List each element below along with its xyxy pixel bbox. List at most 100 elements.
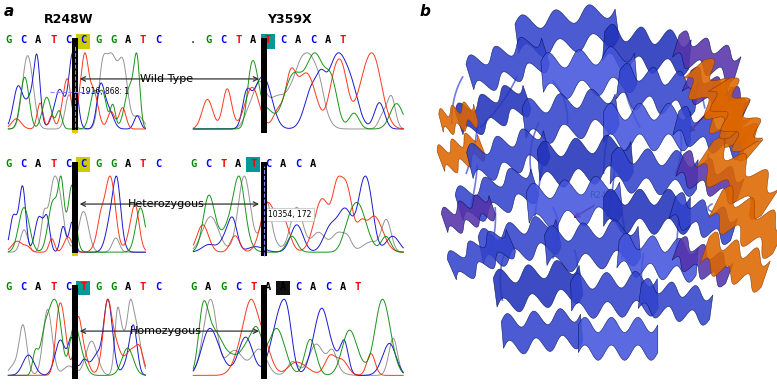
Text: C: C xyxy=(155,159,161,169)
Text: A: A xyxy=(310,282,316,292)
Text: T: T xyxy=(235,35,242,45)
Polygon shape xyxy=(676,151,744,204)
Polygon shape xyxy=(537,135,633,187)
Text: C: C xyxy=(235,282,242,292)
Text: A: A xyxy=(280,159,286,169)
Text: T: T xyxy=(140,282,146,292)
Text: A: A xyxy=(310,159,316,169)
Text: A: A xyxy=(35,159,41,169)
Text: Heterozygous: Heterozygous xyxy=(128,199,204,209)
Text: A: A xyxy=(125,159,131,169)
Text: C: C xyxy=(310,35,316,45)
Text: T: T xyxy=(140,35,146,45)
Text: Homozygous: Homozygous xyxy=(131,326,202,336)
Text: A: A xyxy=(250,35,256,45)
Text: C: C xyxy=(80,159,86,169)
Text: A: A xyxy=(265,282,271,292)
Bar xyxy=(72,285,78,379)
Polygon shape xyxy=(570,271,658,318)
Bar xyxy=(72,130,78,133)
Text: G: G xyxy=(110,159,117,169)
Polygon shape xyxy=(493,261,583,312)
Polygon shape xyxy=(441,195,496,233)
Bar xyxy=(246,157,260,172)
Text: A: A xyxy=(340,282,346,292)
Bar xyxy=(72,162,78,256)
Polygon shape xyxy=(700,232,770,292)
Text: G: G xyxy=(220,282,226,292)
Bar xyxy=(261,285,267,379)
Text: A: A xyxy=(35,282,41,292)
Text: 10354, 172: 10354, 172 xyxy=(268,211,312,219)
Polygon shape xyxy=(541,47,637,99)
Bar xyxy=(76,281,90,295)
Polygon shape xyxy=(672,31,741,83)
Text: a: a xyxy=(4,4,15,19)
Bar xyxy=(76,34,90,49)
Text: G: G xyxy=(95,35,101,45)
Bar xyxy=(72,253,78,256)
Text: C: C xyxy=(280,35,286,45)
Polygon shape xyxy=(617,233,699,282)
Text: R248W: R248W xyxy=(44,13,93,27)
Text: T: T xyxy=(50,159,57,169)
Text: C: C xyxy=(155,35,161,45)
Polygon shape xyxy=(610,147,698,196)
Polygon shape xyxy=(604,103,690,151)
Polygon shape xyxy=(448,230,515,280)
Polygon shape xyxy=(709,186,777,258)
Polygon shape xyxy=(602,24,692,76)
Polygon shape xyxy=(669,192,737,244)
Polygon shape xyxy=(439,102,478,135)
Polygon shape xyxy=(455,168,538,221)
Text: Y359X: Y359X xyxy=(267,13,312,27)
Text: G: G xyxy=(5,159,12,169)
Text: C: C xyxy=(80,35,86,45)
Text: C: C xyxy=(325,282,331,292)
Polygon shape xyxy=(616,63,699,118)
Text: C: C xyxy=(295,282,301,292)
Text: G: G xyxy=(110,282,117,292)
Text: C: C xyxy=(65,35,71,45)
Text: b: b xyxy=(420,4,430,19)
Polygon shape xyxy=(638,278,713,325)
Text: G: G xyxy=(190,159,197,169)
Text: A: A xyxy=(125,35,131,45)
Polygon shape xyxy=(466,37,549,90)
Text: C: C xyxy=(205,159,211,169)
Text: G: G xyxy=(95,159,101,169)
Polygon shape xyxy=(526,176,622,229)
Polygon shape xyxy=(604,189,690,234)
Bar xyxy=(277,281,290,295)
Polygon shape xyxy=(478,216,561,266)
Polygon shape xyxy=(578,317,658,360)
Text: Y359: Y359 xyxy=(712,87,734,96)
Text: T: T xyxy=(80,282,86,292)
Text: G: G xyxy=(205,35,211,45)
Polygon shape xyxy=(684,59,751,139)
Text: A: A xyxy=(35,35,41,45)
Text: C: C xyxy=(20,159,26,169)
Bar xyxy=(261,34,275,49)
Polygon shape xyxy=(437,133,485,173)
Text: .: . xyxy=(190,35,197,45)
Text: A: A xyxy=(295,35,301,45)
Text: G: G xyxy=(5,35,12,45)
Text: A: A xyxy=(325,35,331,45)
Text: G: G xyxy=(110,35,117,45)
Polygon shape xyxy=(672,236,733,287)
Text: T: T xyxy=(140,159,146,169)
Text: C: C xyxy=(265,159,271,169)
Polygon shape xyxy=(673,106,748,160)
Text: A: A xyxy=(205,282,211,292)
Text: T: T xyxy=(220,159,226,169)
Text: A: A xyxy=(280,282,286,292)
Text: G: G xyxy=(190,282,197,292)
Polygon shape xyxy=(545,220,640,272)
Bar xyxy=(72,38,78,133)
Polygon shape xyxy=(501,309,583,354)
Polygon shape xyxy=(696,137,777,219)
Text: C: C xyxy=(65,282,71,292)
Text: A: A xyxy=(125,282,131,292)
Bar xyxy=(261,162,267,256)
